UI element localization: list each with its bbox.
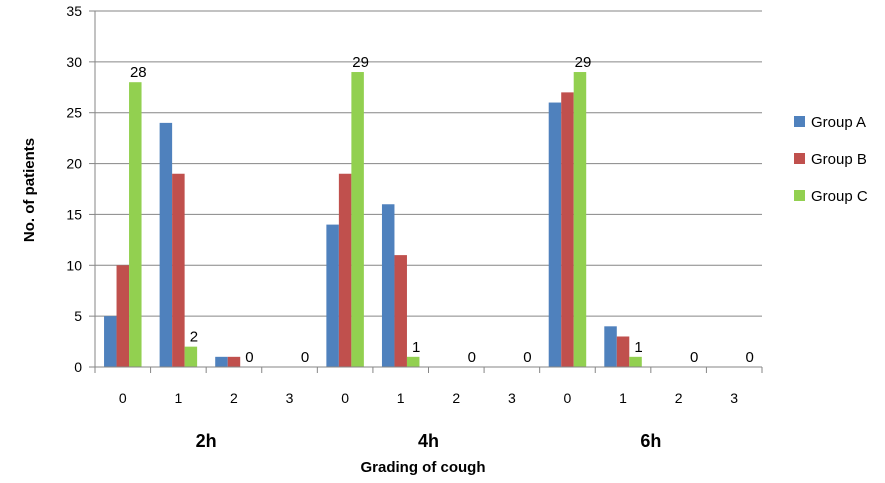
legend-swatch (794, 116, 805, 127)
bar (326, 224, 339, 367)
y-tick-label: 25 (66, 105, 82, 121)
bar (604, 326, 617, 367)
legend-label: Group B (811, 151, 867, 168)
x-tick-label: 3 (508, 390, 516, 406)
bar (616, 336, 630, 367)
legend-label: Group C (811, 188, 868, 205)
group-label: 2h (196, 431, 217, 451)
data-label: 0 (301, 349, 309, 366)
y-tick-label: 35 (66, 3, 82, 19)
x-tick-label: 3 (730, 390, 738, 406)
gridlines (95, 10, 762, 317)
group-labels: 2h 4h 6h (196, 431, 662, 451)
data-label: 0 (746, 349, 754, 366)
bar (629, 356, 642, 367)
x-tick-label: 0 (564, 390, 572, 406)
y-tick-label: 20 (66, 156, 82, 172)
bar (227, 356, 241, 367)
bars (104, 72, 642, 368)
bar (351, 72, 364, 368)
data-label: 1 (412, 339, 420, 356)
bar (381, 204, 395, 367)
bar (116, 265, 130, 367)
y-tick-label: 30 (66, 54, 82, 70)
x-tick-label: 3 (286, 390, 294, 406)
bar (573, 72, 587, 368)
bar (338, 173, 352, 367)
legend: Group A Group B Group C (794, 114, 868, 205)
group-label: 6h (640, 431, 661, 451)
bar (394, 255, 407, 367)
bar (561, 92, 574, 367)
x-tick-label: 0 (341, 390, 349, 406)
bar (159, 122, 173, 367)
x-tick-label: 0 (119, 390, 127, 406)
x-tick-label: 1 (397, 390, 405, 406)
y-tick-label: 0 (74, 359, 82, 375)
bar (215, 356, 228, 367)
legend-swatch (794, 190, 805, 201)
data-label: 1 (634, 339, 642, 356)
data-label: 2 (190, 329, 198, 346)
group-label: 4h (418, 431, 439, 451)
y-tick-label: 15 (66, 206, 82, 222)
bar (406, 356, 420, 367)
y-axis-label: No. of patients (21, 138, 38, 242)
data-label: 0 (468, 349, 476, 366)
x-tick-label: 1 (174, 390, 182, 406)
data-labels: 28 2 0 0 29 1 0 0 29 1 0 0 (130, 54, 754, 366)
data-label: 0 (245, 349, 253, 366)
data-label: 0 (690, 349, 698, 366)
x-axis-label: Grading of cough (361, 459, 486, 476)
x-tick-label: 2 (452, 390, 460, 406)
data-label: 28 (130, 64, 147, 81)
y-tick-label: 5 (74, 308, 82, 324)
x-tick-label: 1 (619, 390, 627, 406)
bar (184, 346, 198, 367)
legend-swatch (794, 153, 805, 164)
bar (548, 102, 562, 368)
data-label: 0 (523, 349, 531, 366)
x-tick-label: 2 (675, 390, 683, 406)
y-tick-label: 10 (66, 257, 82, 273)
legend-label: Group A (811, 114, 866, 131)
bar (104, 316, 117, 367)
bar (172, 173, 185, 367)
data-label: 29 (575, 54, 592, 71)
data-label: 29 (352, 54, 369, 71)
x-tick-label: 2 (230, 390, 238, 406)
x-axis-ticks: 0 1 2 3 0 1 2 3 0 1 2 3 (94, 367, 763, 406)
bar (129, 82, 142, 367)
y-axis-ticks: 0 5 10 15 20 25 30 35 (66, 3, 95, 375)
